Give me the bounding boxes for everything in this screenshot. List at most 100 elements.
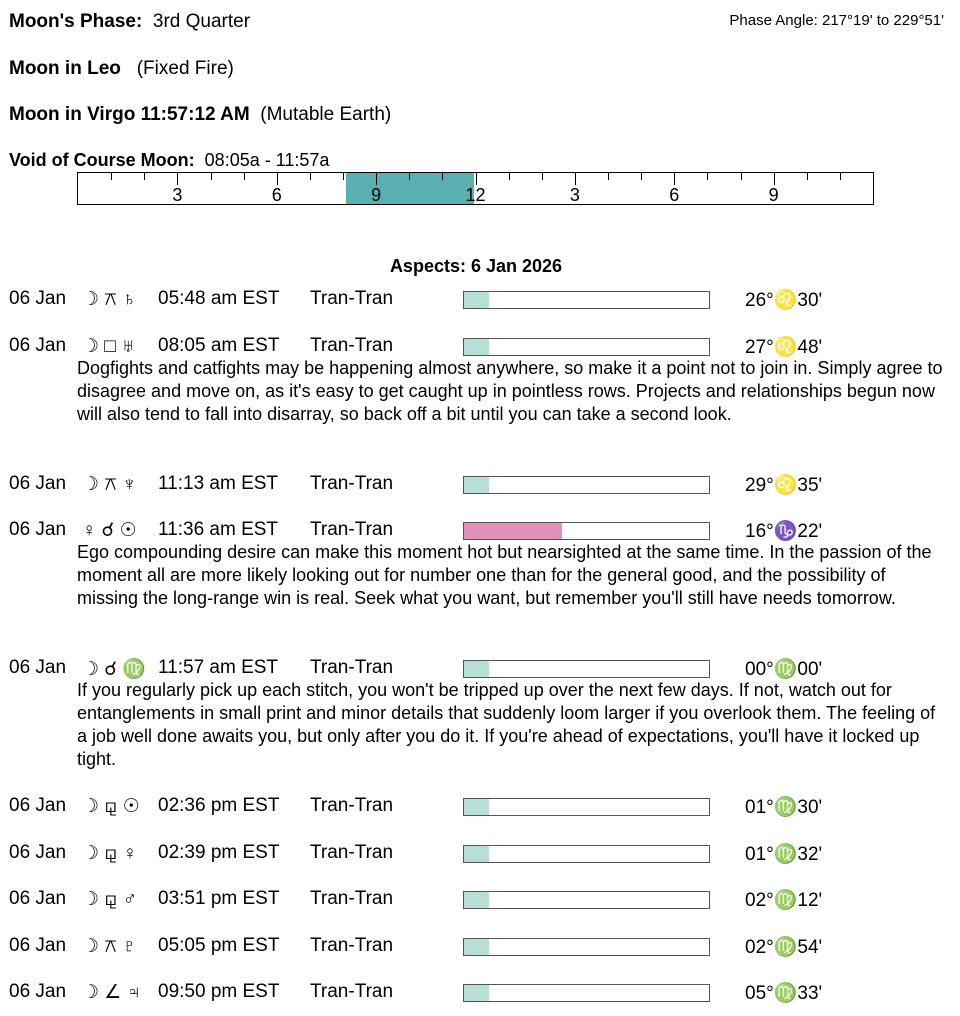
aspect-time: 11:36 am EST	[158, 519, 279, 540]
aspect-strength-bar	[463, 291, 710, 309]
aspect-glyphs: ☽ ⚼ ♂	[82, 889, 137, 910]
aspect-position: 26°♌30'	[745, 290, 823, 311]
aspect-strength-fill	[464, 476, 489, 493]
timeline-tick	[674, 173, 676, 185]
aspect-strength-bar	[463, 891, 710, 909]
timeline-tick	[806, 173, 808, 180]
void-of-course-timeline: 3 6 9 12 3 6 9	[77, 172, 874, 205]
aspect-strength-fill	[464, 661, 489, 677]
aspect-position: 29°♌35'	[745, 474, 823, 496]
timeline-tick	[541, 173, 543, 180]
aspect-time: 05:48 am EST	[158, 288, 280, 309]
aspect-date: 06 Jan	[9, 334, 67, 356]
timeline-tick	[608, 173, 609, 180]
aspect-glyphs: ☽ □ ♅	[82, 335, 136, 357]
aspect-type: Tran-Tran	[310, 519, 394, 540]
timeline-tick	[574, 173, 576, 185]
aspect-time: 09:50 pm EST	[158, 981, 280, 1002]
aspect-position: 02°♍12'	[745, 890, 823, 911]
aspect-type: Tran-Tran	[310, 334, 394, 356]
timeline-tick	[641, 173, 643, 180]
aspect-glyphs: ☽ ⚻ ♄	[82, 289, 137, 310]
aspect-time: 03:51 pm EST	[158, 888, 280, 909]
timeline-tick	[508, 173, 510, 180]
timeline-tick	[376, 173, 378, 185]
aspect-strength-bar	[463, 798, 710, 816]
aspect-strength-fill	[464, 892, 489, 908]
timeline-tick	[409, 173, 411, 180]
aspect-glyphs: ☽ ∠ ♃	[82, 982, 141, 1003]
timeline-tick	[111, 173, 113, 180]
timeline-tick	[839, 173, 841, 180]
aspect-strength-fill	[464, 523, 562, 539]
timeline-hour-label: 3	[569, 185, 580, 205]
aspect-glyphs: ☽ ⚼ ♀	[82, 842, 137, 864]
aspect-strength-fill	[464, 985, 489, 1001]
aspect-date: 06 Jan	[9, 472, 67, 494]
aspect-type: Tran-Tran	[310, 472, 394, 494]
timeline-hour-label: 12	[465, 185, 486, 205]
aspect-time: 02:36 pm EST	[158, 795, 280, 816]
void-of-course: Void of Course Moon: 08:05a - 11:57a	[9, 150, 330, 170]
aspect-strength-fill	[464, 938, 489, 955]
timeline-tick	[276, 173, 278, 185]
aspect-description: Dogfights and catfights may be happening…	[77, 357, 943, 424]
aspect-strength-bar	[463, 475, 710, 494]
aspect-strength-bar	[463, 522, 710, 540]
aspect-type: Tran-Tran	[310, 841, 394, 863]
aspect-time: 08:05 am EST	[158, 334, 280, 356]
aspect-time: 11:57 am EST	[158, 657, 279, 678]
aspect-strength-fill	[464, 292, 489, 308]
aspect-strength-bar	[463, 337, 710, 356]
aspect-position: 27°♌48'	[745, 336, 823, 358]
aspect-glyphs: ☽ ⚻ ♇	[82, 935, 137, 957]
timeline-hour-label: 9	[768, 185, 779, 205]
aspect-type: Tran-Tran	[310, 795, 394, 816]
aspect-time: 05:05 pm EST	[158, 934, 280, 956]
timeline-hour-label: 3	[172, 185, 183, 205]
aspect-strength-fill	[464, 799, 489, 815]
aspect-time: 11:13 am EST	[158, 472, 279, 494]
aspect-position: 01°♍32'	[745, 843, 823, 865]
aspect-type: Tran-Tran	[310, 657, 394, 678]
timeline-tick	[177, 173, 179, 185]
aspect-date: 06 Jan	[9, 657, 67, 678]
timeline-tick	[210, 173, 212, 180]
aspect-strength-bar	[463, 844, 710, 863]
moon-sign-1: Moon in Leo (Fixed Fire)	[9, 58, 234, 79]
timeline-tick	[773, 173, 775, 185]
aspect-glyphs: ☽ ⚼ ☉	[82, 796, 140, 817]
aspect-position: 16°♑22'	[745, 521, 823, 542]
timeline-tick	[707, 173, 709, 180]
aspect-strength-bar	[463, 937, 710, 956]
aspect-description: If you regularly pick up each stitch, yo…	[77, 680, 936, 769]
aspect-date: 06 Jan	[9, 981, 67, 1002]
aspect-type: Tran-Tran	[310, 888, 394, 909]
aspect-date: 06 Jan	[9, 288, 67, 309]
aspect-position: 02°♍54'	[745, 936, 823, 958]
timeline-tick	[144, 173, 146, 180]
aspect-description: Ego compounding desire can make this mom…	[77, 542, 932, 608]
moon-sign-2: Moon in Virgo 11:57:12 AM (Mutable Earth…	[9, 104, 392, 125]
aspect-type: Tran-Tran	[310, 934, 394, 956]
aspect-time: 02:39 pm EST	[158, 841, 280, 863]
timeline-tick	[309, 173, 311, 180]
aspect-date: 06 Jan	[9, 795, 67, 816]
timeline-tick	[442, 173, 444, 180]
phase-angle: Phase Angle: 217°19' to 229°51'	[729, 12, 944, 29]
aspect-type: Tran-Tran	[310, 981, 394, 1002]
aspects-title: Aspects: 6 Jan 2026	[389, 256, 563, 276]
aspect-position: 01°♍30'	[745, 797, 823, 818]
timeline-hour-label: 6	[669, 185, 680, 205]
moon-phase: Moon's Phase: 3rd Quarter	[9, 11, 251, 32]
aspect-date: 06 Jan	[9, 934, 67, 956]
timeline-hour-label: 6	[271, 185, 282, 205]
aspect-strength-fill	[464, 338, 489, 355]
timeline-tick	[343, 173, 344, 180]
aspect-glyphs: ☽ ⚻ ♆	[82, 473, 137, 495]
timeline-hour-label: 9	[371, 185, 382, 205]
aspect-date: 06 Jan	[9, 888, 67, 909]
aspect-type: Tran-Tran	[310, 288, 394, 309]
aspect-strength-bar	[463, 660, 710, 678]
aspect-glyphs: ☽ ☌ ♍	[82, 659, 147, 680]
